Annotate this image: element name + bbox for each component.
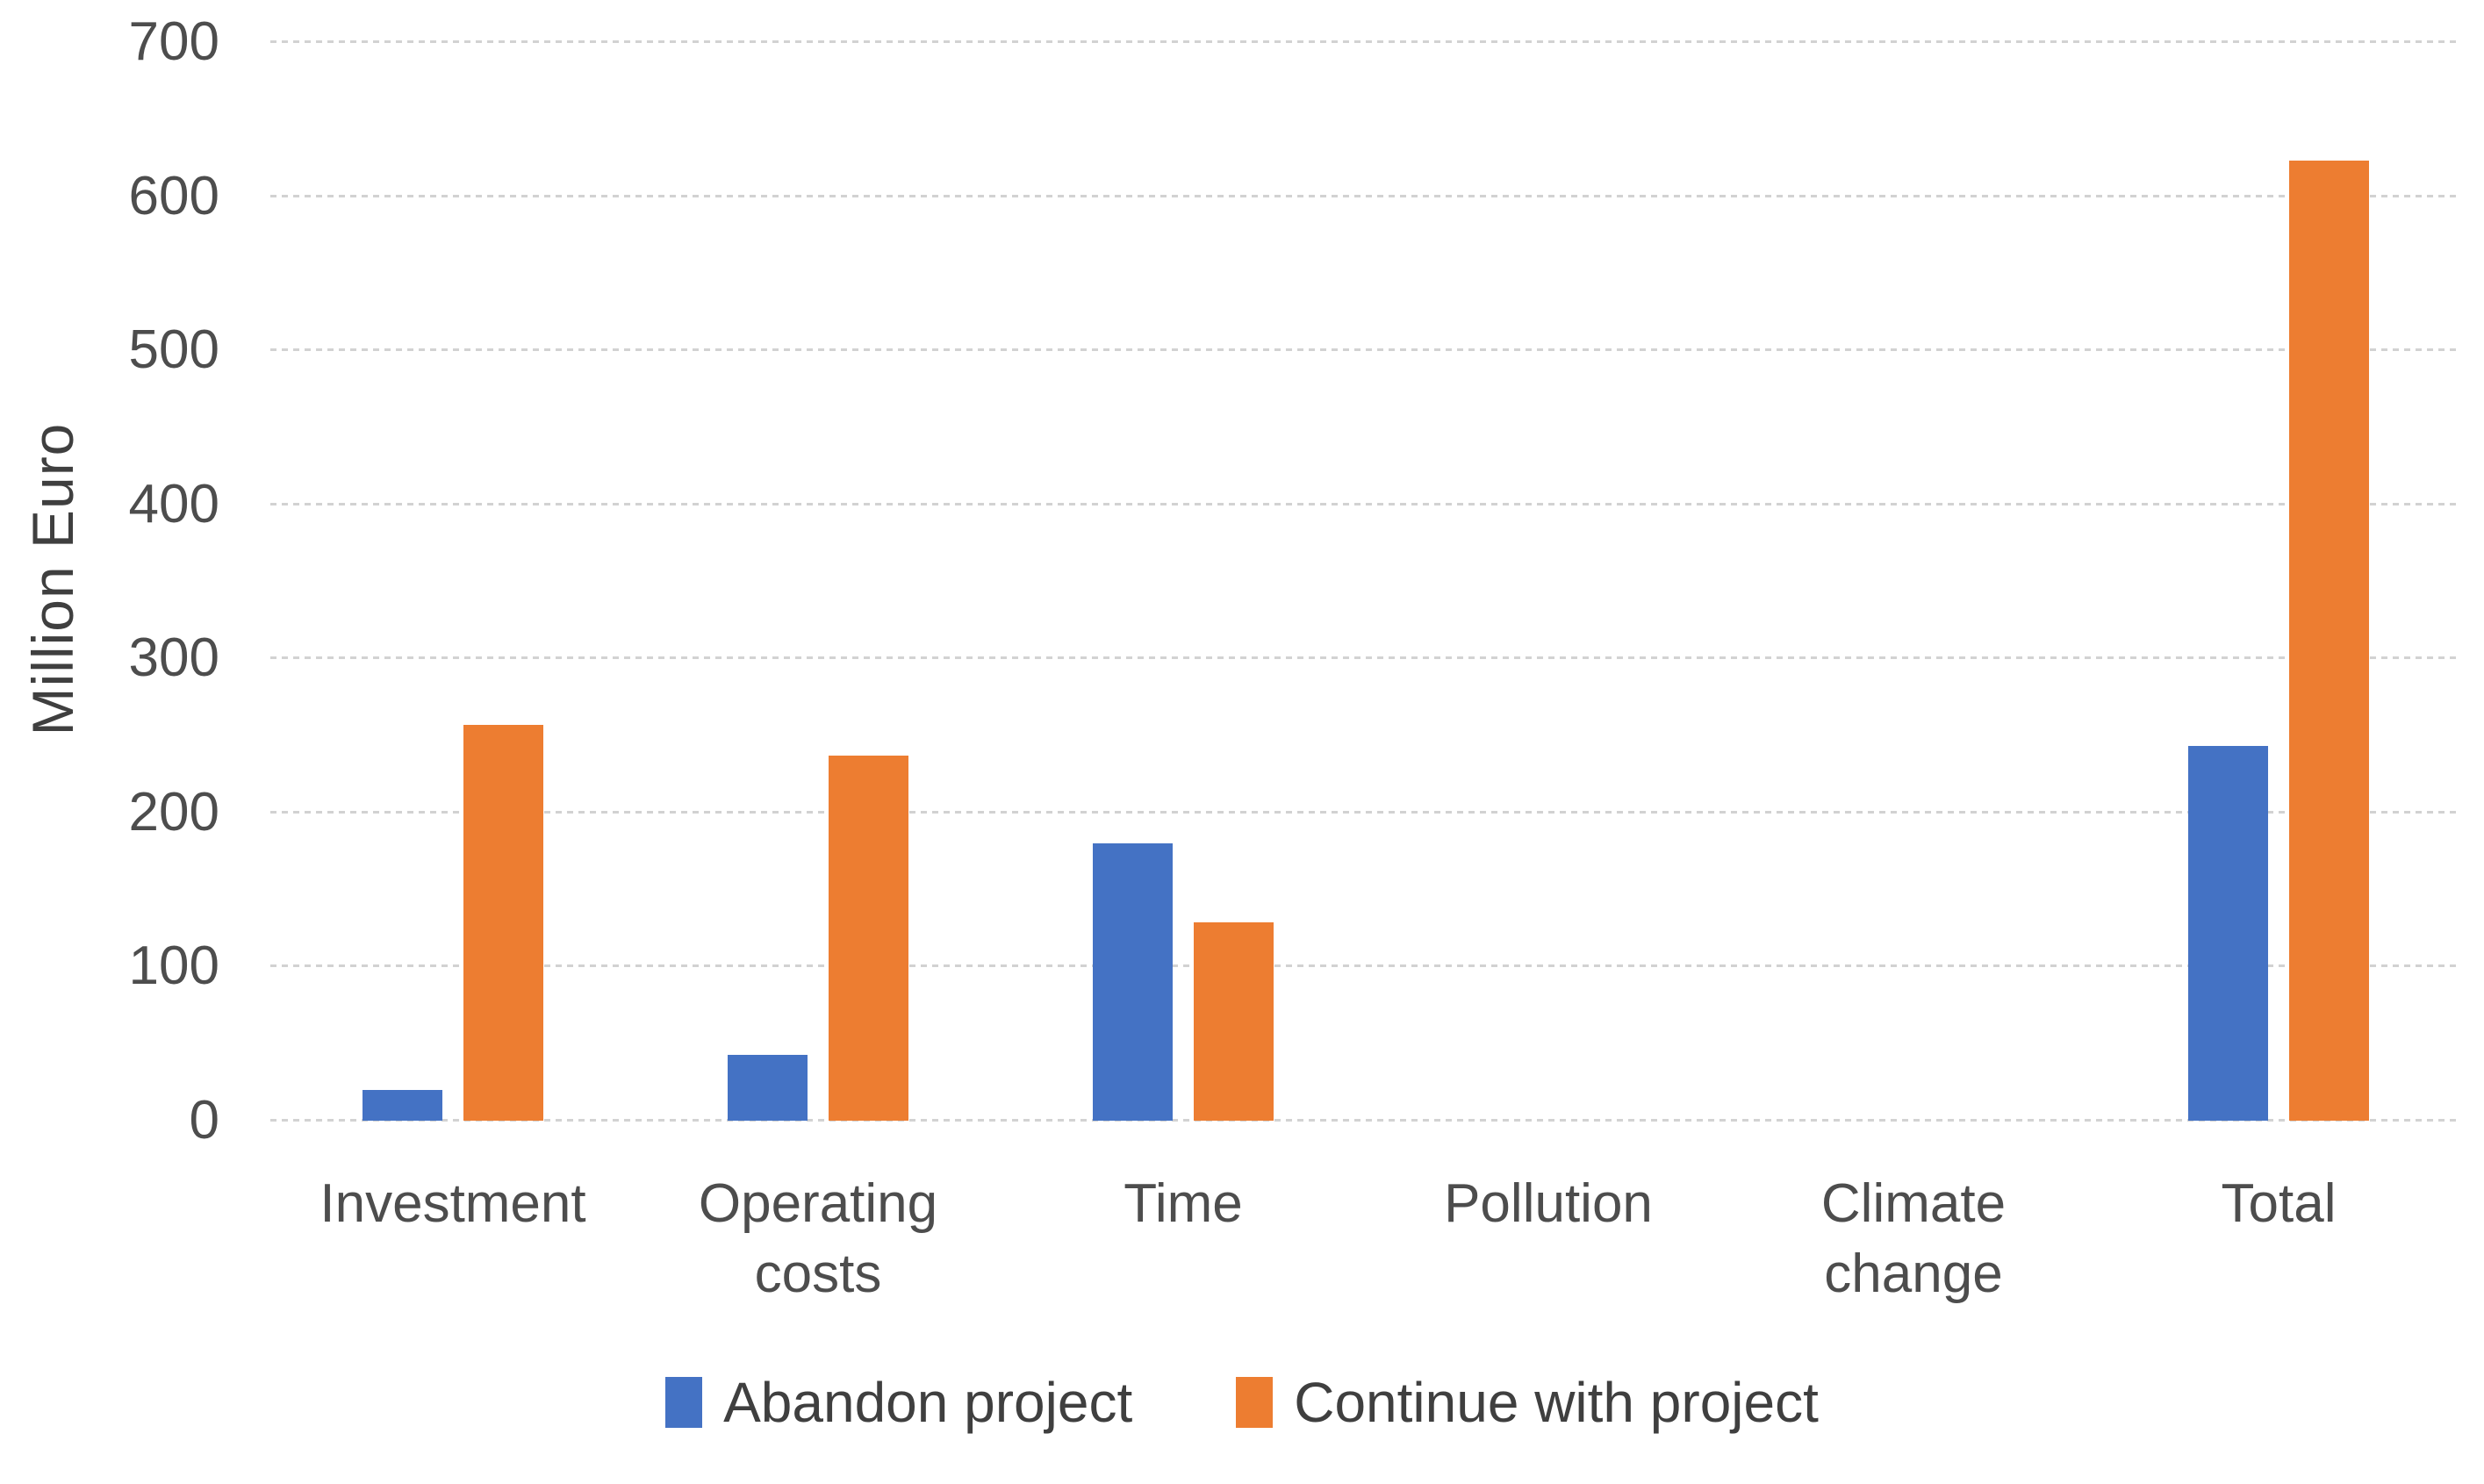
legend-swatch-icon	[1236, 1377, 1274, 1428]
y-tick-label-600: 600	[128, 165, 219, 226]
gridline-200	[270, 810, 2461, 814]
gridline-600	[270, 194, 2461, 197]
category-label-total: Total	[2221, 1173, 2337, 1234]
gridline-100	[270, 964, 2461, 968]
category-label-investment: Investment	[319, 1173, 586, 1234]
y-tick-label-400: 400	[128, 473, 219, 534]
legend-label: Continue with project	[1294, 1371, 1819, 1434]
bar-group-investment	[270, 42, 635, 1121]
gridline-0	[270, 1119, 2461, 1122]
gridline-300	[270, 656, 2461, 660]
bar-abandon-project-total	[2188, 746, 2268, 1121]
bar-abandon-project-time	[1093, 842, 1173, 1121]
category-label-pollution: Pollution	[1444, 1173, 1653, 1234]
gridline-500	[270, 348, 2461, 352]
bar-abandon-project-operating-costs	[728, 1054, 808, 1121]
gridline-700	[270, 40, 2461, 43]
bar-group-pollution	[1366, 42, 1731, 1121]
legend-label: Abandon project	[723, 1371, 1133, 1434]
gridline-400	[270, 502, 2461, 505]
bar-group-operating-costs	[635, 42, 1001, 1121]
legend: Abandon project Continue with project	[0, 1367, 2484, 1437]
y-tick-label-100: 100	[128, 936, 219, 997]
y-tick-label-500: 500	[128, 319, 219, 381]
y-tick-label-0: 0	[189, 1090, 219, 1151]
bar-abandon-project-investment	[363, 1089, 442, 1121]
category-label-operating-costs: Operating costs	[698, 1173, 938, 1304]
plot-area	[270, 40, 2461, 1122]
category-label-time: Time	[1124, 1173, 1243, 1234]
bar-continue-with-project-time	[1194, 921, 1274, 1121]
y-axis-labels: 0 100 200 300 400 500 600 700	[0, 0, 219, 1484]
bar-group-time	[1001, 42, 1366, 1121]
bar-continue-with-project-investment	[463, 724, 543, 1121]
bar-continue-with-project-total	[2289, 161, 2369, 1121]
y-tick-label-200: 200	[128, 781, 219, 842]
y-tick-label-700: 700	[128, 11, 219, 72]
legend-item-continue-with-project: Continue with project	[1236, 1367, 1819, 1437]
bars-layer	[270, 42, 2461, 1121]
category-label-climate-change: Climate change	[1820, 1173, 2007, 1304]
legend-item-abandon-project: Abandon project	[665, 1367, 1132, 1437]
x-axis-labels: Investment Operating costs Time Pollution Cl…	[270, 1169, 2461, 1309]
bar-group-total	[2096, 42, 2461, 1121]
bar-group-climate-change	[1731, 42, 2096, 1121]
bar-continue-with-project-operating-costs	[829, 755, 908, 1121]
y-tick-label-300: 300	[128, 627, 219, 689]
legend-swatch-icon	[665, 1377, 703, 1428]
